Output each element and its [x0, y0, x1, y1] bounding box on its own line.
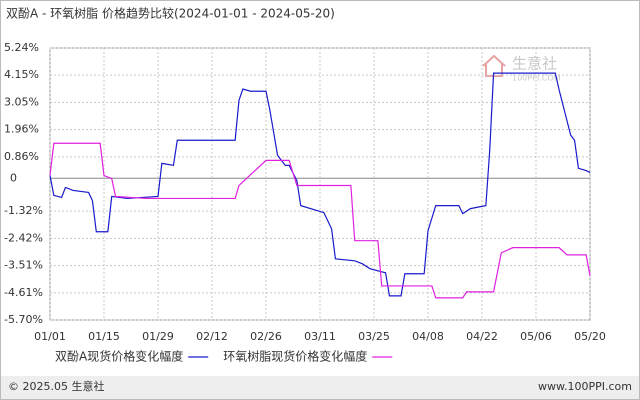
- series-line: [49, 142, 591, 299]
- x-tick-label: 02/26: [250, 330, 282, 343]
- x-tick-label: 03/11: [304, 330, 336, 343]
- legend-label: 双酚A现货价格变化幅度: [55, 349, 183, 364]
- x-tick-label: 05/06: [520, 330, 552, 343]
- footer-band: [1, 376, 639, 399]
- y-tick-label: -1.32%: [4, 204, 43, 217]
- x-tick-label: 01/01: [34, 330, 66, 343]
- x-tick-label: 01/15: [88, 330, 120, 343]
- y-tick-label: 3.05%: [4, 95, 39, 108]
- y-tick-label: -2.42%: [4, 231, 43, 244]
- legend-label: 环氧树脂现货价格变化幅度: [223, 349, 367, 364]
- y-tick-label: -5.70%: [4, 313, 43, 326]
- x-tick-label: 01/29: [142, 330, 174, 343]
- footer-right: www.100PPI.com: [538, 380, 632, 393]
- x-tick-label: 04/22: [466, 330, 498, 343]
- y-tick-label: -4.61%: [4, 286, 43, 299]
- y-tick-label: 5.24%: [4, 41, 39, 54]
- chart-title: 双酚A - 环氧树脂 价格趋势比较(2024-01-01 - 2024-05-2…: [6, 6, 335, 21]
- y-tick-label: 1.96%: [4, 123, 39, 136]
- y-tick-label: -3.51%: [4, 259, 43, 272]
- y-tick-label: 4.15%: [4, 68, 39, 81]
- y-tick-label: 0: [10, 171, 17, 184]
- x-tick-label: 03/25: [358, 330, 390, 343]
- watermark-name: 生意社: [512, 55, 557, 73]
- x-tick-label: 04/08: [412, 330, 444, 343]
- x-tick-label: 05/20: [574, 330, 606, 343]
- series-line: [49, 72, 591, 297]
- footer-left: © 2025.05 生意社: [8, 379, 104, 393]
- x-tick-label: 02/12: [196, 330, 228, 343]
- y-tick-label: 0.86%: [4, 150, 39, 163]
